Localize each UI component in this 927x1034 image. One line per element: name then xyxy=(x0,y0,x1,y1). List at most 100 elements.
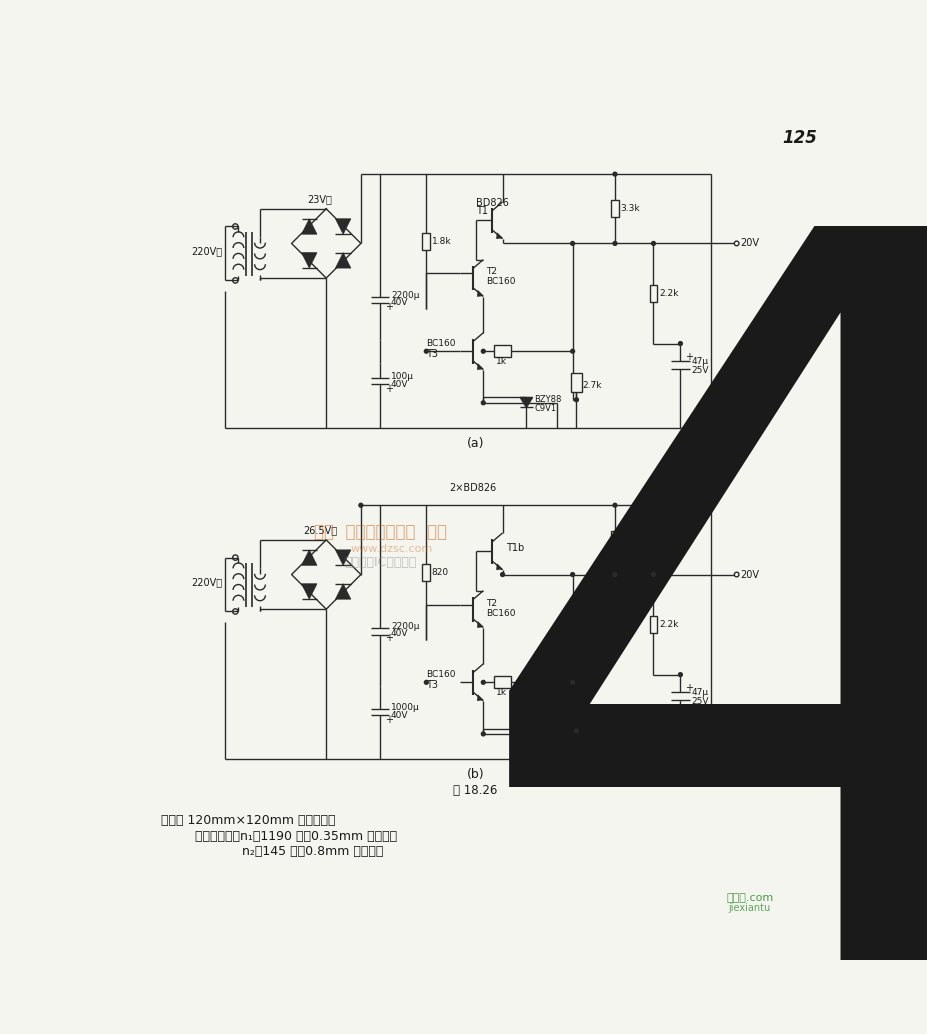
Circle shape xyxy=(481,401,485,404)
Text: n₂＝145 匹，0.8mm 铜漆包线: n₂＝145 匹，0.8mm 铜漆包线 xyxy=(241,845,383,858)
Circle shape xyxy=(570,349,574,354)
Text: +: + xyxy=(385,302,392,312)
Circle shape xyxy=(613,242,616,245)
Text: 400: 400 xyxy=(460,195,927,1034)
Text: T2: T2 xyxy=(486,599,497,608)
Bar xyxy=(570,373,581,392)
Bar xyxy=(649,285,656,302)
Circle shape xyxy=(678,673,681,676)
Polygon shape xyxy=(476,291,483,297)
Text: 2.2k: 2.2k xyxy=(658,288,678,298)
Text: 40V: 40V xyxy=(390,630,408,638)
Circle shape xyxy=(570,573,574,577)
Text: 47μ: 47μ xyxy=(691,688,707,697)
Text: (b): (b) xyxy=(466,768,484,782)
Polygon shape xyxy=(520,729,532,738)
Text: 2×BD826: 2×BD826 xyxy=(449,483,496,493)
Text: 3.3k: 3.3k xyxy=(619,205,640,213)
Text: 接线图.com: 接线图.com xyxy=(725,893,772,903)
Bar xyxy=(422,565,430,581)
Bar xyxy=(493,345,511,358)
Circle shape xyxy=(574,398,578,401)
Polygon shape xyxy=(335,219,350,234)
Polygon shape xyxy=(335,252,350,268)
Text: 图 18.26: 图 18.26 xyxy=(453,784,497,796)
Text: 820: 820 xyxy=(431,568,449,577)
Text: BC160: BC160 xyxy=(486,277,515,286)
Text: (a): (a) xyxy=(466,437,484,450)
Text: 20V: 20V xyxy=(740,570,758,579)
Bar xyxy=(611,201,618,217)
Polygon shape xyxy=(476,695,483,701)
Text: 220V～: 220V～ xyxy=(191,246,222,256)
Circle shape xyxy=(613,573,616,577)
Circle shape xyxy=(651,573,654,577)
Text: 2.7k: 2.7k xyxy=(582,382,602,391)
Polygon shape xyxy=(520,397,532,407)
Text: T3: T3 xyxy=(425,348,438,359)
Text: T2: T2 xyxy=(486,268,497,276)
Polygon shape xyxy=(301,584,317,599)
Text: 40V: 40V xyxy=(390,298,408,307)
Text: 1000μ: 1000μ xyxy=(390,703,419,712)
Text: 3.3k: 3.3k xyxy=(619,536,640,544)
Polygon shape xyxy=(476,364,483,370)
Text: BZY88: BZY88 xyxy=(534,726,561,735)
Polygon shape xyxy=(496,564,502,570)
Text: +: + xyxy=(385,384,392,394)
Circle shape xyxy=(500,573,504,577)
Text: +: + xyxy=(684,682,692,693)
Bar xyxy=(570,704,581,723)
Text: 1k: 1k xyxy=(495,357,506,366)
Text: C9V1: C9V1 xyxy=(534,404,555,414)
Circle shape xyxy=(359,504,362,507)
Text: 47μ: 47μ xyxy=(691,357,707,366)
Bar xyxy=(611,531,618,548)
Bar xyxy=(649,616,656,633)
Text: BD826: BD826 xyxy=(476,199,509,209)
Circle shape xyxy=(424,349,427,354)
Text: 全球最大IC采购网站: 全球最大IC采购网站 xyxy=(344,556,416,570)
Text: BC160: BC160 xyxy=(486,609,515,617)
Text: 2200μ: 2200μ xyxy=(390,291,419,300)
Text: BC160: BC160 xyxy=(425,670,455,679)
Text: 2200μ: 2200μ xyxy=(390,621,419,631)
Bar xyxy=(422,233,430,250)
Text: +: + xyxy=(684,352,692,362)
Polygon shape xyxy=(301,550,317,566)
Circle shape xyxy=(481,349,485,354)
Text: T1: T1 xyxy=(476,206,488,216)
Text: jiexiantu: jiexiantu xyxy=(728,903,770,913)
Circle shape xyxy=(574,729,578,733)
Text: 125: 125 xyxy=(781,129,816,147)
Text: C9V1: C9V1 xyxy=(534,735,555,744)
Text: 1.8k: 1.8k xyxy=(431,237,451,246)
Bar xyxy=(493,676,511,689)
Polygon shape xyxy=(335,584,350,599)
Circle shape xyxy=(678,341,681,345)
Text: 25V: 25V xyxy=(691,697,708,706)
Circle shape xyxy=(481,680,485,685)
Text: T3: T3 xyxy=(425,679,438,690)
Polygon shape xyxy=(496,233,502,239)
Text: 100μ: 100μ xyxy=(390,372,413,382)
Text: 变压器匹数：n₁＝1190 匹，0.35mm 铜漆包线: 变压器匹数：n₁＝1190 匹，0.35mm 铜漆包线 xyxy=(195,830,397,843)
Text: T1b: T1b xyxy=(505,543,524,553)
Text: www.dzsc.com: www.dzsc.com xyxy=(350,544,432,554)
Circle shape xyxy=(570,242,574,245)
Text: 杭州  缝库电子市场网  公司: 杭州 缝库电子市场网 公司 xyxy=(313,523,446,541)
Text: +: + xyxy=(385,634,392,643)
Circle shape xyxy=(651,242,654,245)
Circle shape xyxy=(481,732,485,736)
Text: 2.2k: 2.2k xyxy=(658,620,678,629)
Text: 20V: 20V xyxy=(740,239,758,248)
Text: 26.5V～: 26.5V～ xyxy=(303,525,337,536)
Text: 1k: 1k xyxy=(495,688,506,697)
Polygon shape xyxy=(335,550,350,566)
Text: 40V: 40V xyxy=(390,711,408,720)
Text: +: + xyxy=(385,716,392,725)
Circle shape xyxy=(424,680,427,685)
Text: 220V～: 220V～ xyxy=(191,577,222,587)
Circle shape xyxy=(613,173,616,176)
Polygon shape xyxy=(476,621,483,628)
